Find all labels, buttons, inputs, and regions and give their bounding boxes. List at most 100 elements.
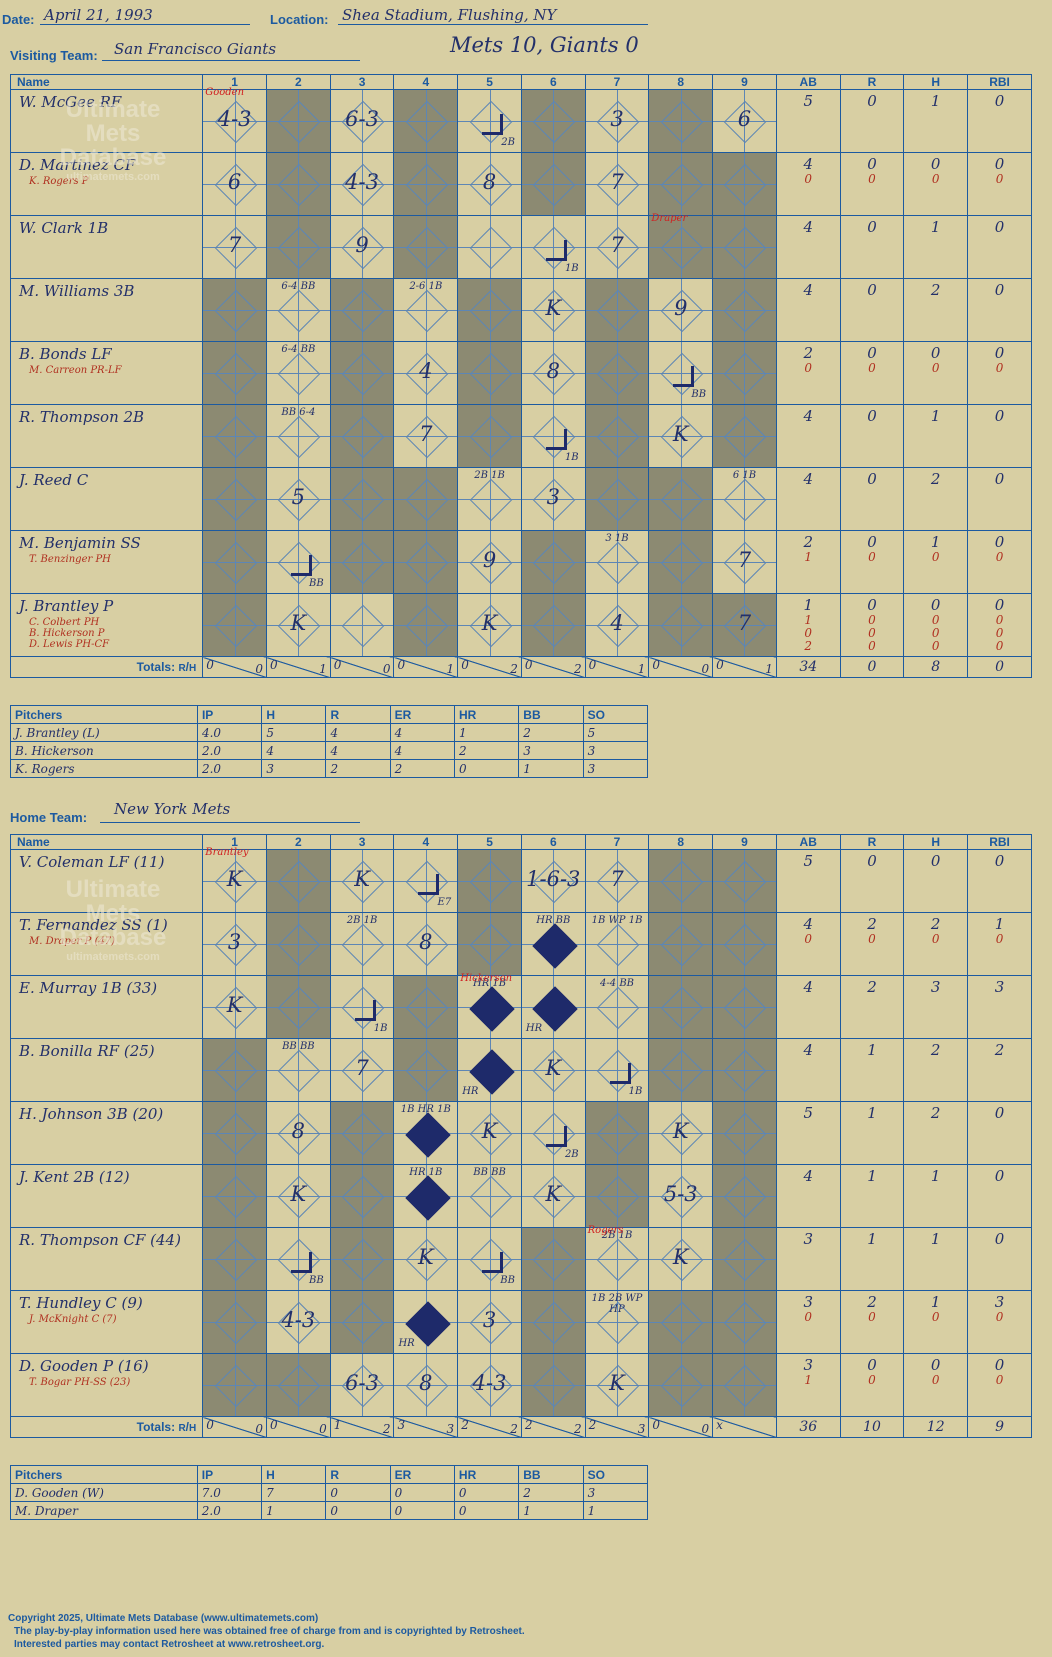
stat-value: 1 <box>867 1167 877 1185</box>
stat-value: 4 <box>803 218 813 236</box>
stat-cell-r: 0 <box>839 215 905 279</box>
retrosheet-notice: The play-by-play information used here w… <box>14 1626 525 1637</box>
inning-runs: 0 <box>333 658 342 672</box>
play-result: 9 <box>482 548 497 572</box>
inning-cell <box>520 1290 586 1354</box>
base-diamond <box>214 1364 257 1408</box>
stat-value: 0 <box>868 1310 876 1324</box>
player-name-cell: W. McGee RF <box>9 89 204 153</box>
inning-cell <box>393 1038 459 1102</box>
player-name: D. Martinez CF <box>19 156 136 174</box>
play-result: K <box>290 611 307 635</box>
inning-cell: 3 <box>584 89 650 153</box>
base-diamond <box>278 100 321 144</box>
stat-value: 0 <box>931 550 940 564</box>
visitor-pitchers-table: Pitchers IP H R ER HR BB SO J. Brantley (L) 4.0 5 4… <box>10 705 649 778</box>
inning-cell: Draper <box>648 213 714 279</box>
base-diamond <box>724 415 767 459</box>
inning-cell: 8 <box>457 152 522 216</box>
stat-value: 4 <box>803 1167 813 1185</box>
retrosheet-contact: Interested parties may contact Retroshee… <box>14 1639 325 1650</box>
stat-cell-h: 1 <box>903 215 969 279</box>
play-result: 7 <box>737 611 752 635</box>
pitcher-stat: 2 <box>325 759 391 778</box>
pitcher-stat: 7.0 <box>196 1483 263 1502</box>
stat-value: 0 <box>931 626 940 640</box>
base-diamond <box>469 352 512 396</box>
pitchers-col-header: HR <box>453 705 520 724</box>
player-name-cell: J. Kent 2B (12) <box>9 1164 204 1228</box>
pitcher-stat: 5 <box>582 723 649 742</box>
inning-cell <box>329 1164 395 1228</box>
col-header: 6 <box>520 74 586 90</box>
stat-value: 0 <box>994 92 1005 110</box>
pitchers-col-header: IP <box>196 705 263 724</box>
inning-cell <box>584 404 650 468</box>
inning-cell: HR <box>393 1290 459 1354</box>
player-name: M. Williams 3B <box>19 282 135 300</box>
stat-cell-h: 2 <box>903 278 969 342</box>
player-name-cell: M. Williams 3B <box>9 278 204 342</box>
inning-cell: 7 <box>584 215 650 279</box>
pitcher-stat: J. Brantley (L) <box>10 723 198 742</box>
play-result: 1-6-3 <box>526 867 581 891</box>
totals-label-cell: Totals: R/H <box>9 656 204 678</box>
stat-cell-r: 1 <box>839 1227 905 1291</box>
inning-cell: 3 <box>520 467 586 531</box>
player-name-cell: D. Gooden P (16) T. Bogar PH-SS (23) <box>9 1353 204 1417</box>
inning-cell: K <box>457 593 522 657</box>
inning-cell: 8 <box>393 1353 459 1417</box>
inning-cell: K <box>520 1038 586 1102</box>
inning-cell: K <box>202 975 267 1039</box>
inning-cell <box>329 404 395 468</box>
stat-value: 0 <box>867 344 877 362</box>
inning-cell <box>202 278 267 342</box>
inning-cell: HR <box>520 975 586 1039</box>
total-stat: 0 <box>967 656 1032 678</box>
stat-cell-ab: 4 <box>775 215 841 279</box>
stat-value: 0 <box>930 852 941 870</box>
base-diamond <box>278 860 321 904</box>
inning-cell: 1B <box>520 404 586 468</box>
inning-cell <box>202 467 267 531</box>
base-diamond <box>405 163 449 207</box>
player-row: T. Hundley C (9) J. McKnight C (7) 4-3 HR 3 1… <box>9 1290 1032 1354</box>
pitchers-col-header: H <box>261 1465 327 1484</box>
play-tag: 3 1B <box>605 533 629 544</box>
inning-hits: 0 <box>382 662 391 676</box>
base-diamond <box>660 923 703 967</box>
pitcher-stat: D. Gooden (W) <box>10 1483 198 1502</box>
pitcher-stat: 3 <box>518 741 584 760</box>
inning-hits: 2 <box>510 662 518 676</box>
player-row: E. Murray 1B (33) K 1B HR 1B Hickerson HR 4-4 … <box>9 973 1032 1039</box>
inning-cell: 4 <box>584 593 650 657</box>
base-diamond <box>214 352 257 396</box>
pitchers-col-header: BB <box>518 705 584 724</box>
location-value: Shea Stadium, Flushing, NY <box>342 6 557 24</box>
inning-hits: 0 <box>319 1422 327 1436</box>
player-name: T. Hundley C (9) <box>19 1294 143 1312</box>
play-result: 4-3 <box>281 1308 316 1332</box>
player-name: H. Johnson 3B (20) <box>19 1105 164 1123</box>
play-result: 5 <box>291 485 306 509</box>
stat-value: 0 <box>994 1104 1005 1122</box>
base-diamond <box>724 923 767 967</box>
inning-cell: BB <box>265 530 331 594</box>
pitchers-col-header: R <box>325 1465 391 1484</box>
pitchers-col-header: Pitchers <box>10 705 198 724</box>
stat-value: 0 <box>994 1167 1005 1185</box>
inning-runs: 2 <box>461 1418 469 1432</box>
pitcher-stat: 0 <box>389 1483 455 1502</box>
play-result: 4 <box>419 359 433 383</box>
stat-cell-ab: 4 <box>775 404 841 468</box>
stat-cell-rbi: 0 <box>967 89 1032 153</box>
inning-cell: 6-4 BB <box>265 278 331 342</box>
